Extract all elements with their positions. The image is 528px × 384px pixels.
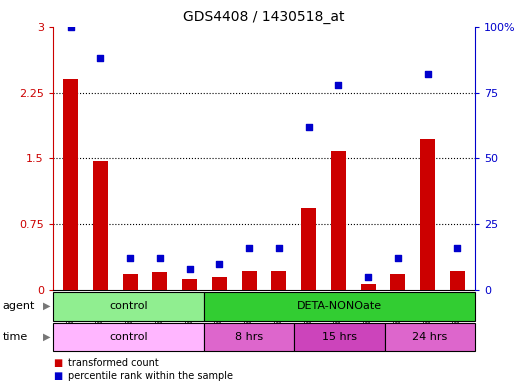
Text: GDS4408 / 1430518_at: GDS4408 / 1430518_at bbox=[183, 10, 345, 23]
Bar bbox=[450, 271, 465, 290]
Bar bbox=[331, 151, 346, 290]
Text: 8 hrs: 8 hrs bbox=[235, 332, 263, 342]
Bar bbox=[294, 323, 385, 351]
Point bbox=[156, 255, 164, 262]
Bar bbox=[242, 271, 257, 290]
Point bbox=[126, 255, 134, 262]
Point bbox=[334, 82, 343, 88]
Text: control: control bbox=[109, 332, 147, 342]
Bar bbox=[153, 272, 167, 290]
Point bbox=[185, 266, 194, 272]
Bar bbox=[390, 274, 406, 290]
Bar bbox=[122, 274, 138, 290]
Point bbox=[423, 71, 432, 77]
Text: ▶: ▶ bbox=[43, 332, 50, 342]
Point bbox=[394, 255, 402, 262]
Bar bbox=[204, 292, 475, 321]
Point bbox=[364, 274, 372, 280]
Point bbox=[453, 245, 461, 251]
Text: ■: ■ bbox=[53, 358, 62, 368]
Bar bbox=[301, 209, 316, 290]
Point bbox=[275, 245, 283, 251]
Text: control: control bbox=[109, 301, 147, 311]
Text: DETA-NONOate: DETA-NONOate bbox=[297, 301, 382, 311]
Bar bbox=[385, 323, 475, 351]
Bar bbox=[212, 277, 227, 290]
Text: ▶: ▶ bbox=[43, 301, 50, 311]
Bar bbox=[63, 79, 78, 290]
Bar bbox=[53, 292, 204, 321]
Bar bbox=[182, 278, 197, 290]
Point bbox=[305, 124, 313, 130]
Text: time: time bbox=[3, 332, 28, 342]
Bar bbox=[93, 161, 108, 290]
Text: 24 hrs: 24 hrs bbox=[412, 332, 448, 342]
Point bbox=[215, 260, 223, 266]
Text: percentile rank within the sample: percentile rank within the sample bbox=[68, 371, 232, 381]
Bar bbox=[271, 271, 286, 290]
Bar bbox=[420, 139, 435, 290]
Point bbox=[245, 245, 253, 251]
Text: transformed count: transformed count bbox=[68, 358, 158, 368]
Text: 15 hrs: 15 hrs bbox=[322, 332, 357, 342]
Bar bbox=[204, 323, 294, 351]
Bar bbox=[53, 323, 204, 351]
Point bbox=[96, 55, 105, 61]
Text: ■: ■ bbox=[53, 371, 62, 381]
Text: agent: agent bbox=[3, 301, 35, 311]
Bar bbox=[361, 284, 375, 290]
Point bbox=[67, 24, 75, 30]
